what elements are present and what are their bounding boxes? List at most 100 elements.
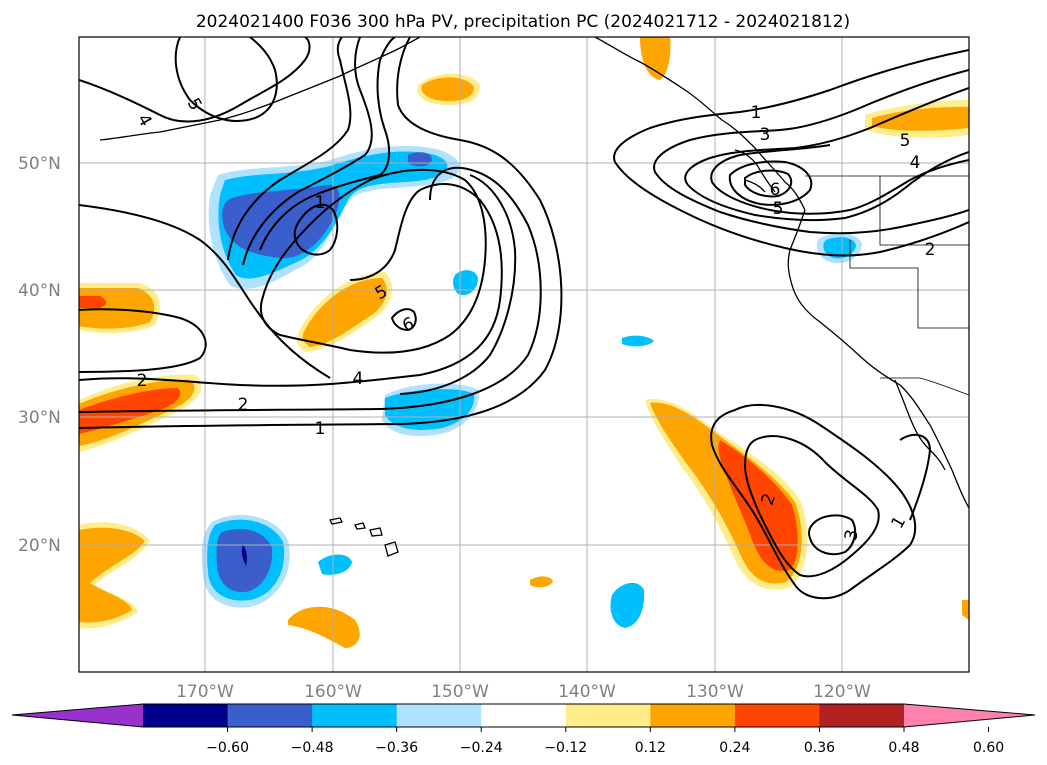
colorbar-segment	[481, 704, 567, 727]
contour-label-2-west: 2	[137, 371, 148, 391]
contour-label-2-east: 2	[925, 240, 936, 260]
contour-3-nw	[259, 37, 396, 251]
colorbar-outline	[11, 703, 1036, 728]
lat-label-40n: 40°N	[18, 281, 61, 301]
border-states-2	[849, 240, 969, 329]
contour-2-central	[79, 166, 542, 413]
contour-1-east	[613, 49, 969, 257]
contour-label-2-south: 2	[238, 395, 249, 415]
contour-1-nw-outer	[227, 37, 352, 261]
colorbar-segment	[650, 704, 736, 727]
lat-label-50n: 50°N	[18, 154, 61, 174]
map-panel: 1 1 1 1 2 2 2 2 3 3 4 4 4 5 5 5 5 6 6	[18, 36, 970, 702]
colorbar-tick-label: 0.48	[888, 740, 919, 756]
contour-3-east	[684, 87, 969, 222]
border-us-mexico	[880, 377, 969, 396]
lat-label-30n: 30°N	[18, 408, 61, 428]
lon-label-140w: 140°W	[558, 682, 616, 702]
positive-anomaly-central-core	[302, 278, 387, 347]
contour-label-3-southeast: 3	[841, 528, 863, 542]
contour-label-6-east: 6	[770, 180, 781, 200]
negative-anomaly-sw-max	[241, 545, 247, 566]
positive-anomaly-small-2	[530, 576, 553, 588]
colorbar: −0.60 −0.48 −0.36 −0.24 −0.12 0.12 0.24 0.36 0.4…	[11, 703, 1036, 756]
pv-contours	[79, 37, 969, 600]
contour-6-central	[390, 308, 417, 332]
contour-label-4-south: 4	[353, 369, 364, 389]
contour-2-east	[653, 69, 969, 235]
negative-anomaly-small-1	[453, 270, 478, 296]
colorbar-extend-right	[904, 704, 1035, 727]
coastline-us-west	[787, 209, 969, 509]
colorbar-ticks: −0.60 −0.48 −0.36 −0.24 −0.12 0.12 0.24 0.36 0.4…	[206, 727, 1004, 756]
colorbar-segment	[312, 704, 398, 727]
contour-3-central	[399, 174, 517, 395]
colorbar-tick-label: 0.36	[804, 740, 835, 756]
border-states-1	[879, 176, 969, 246]
negative-anomaly-small-5	[610, 582, 645, 628]
positive-anomaly-alaska	[640, 37, 671, 80]
lon-label-130w: 130°W	[686, 682, 744, 702]
contour-1-nw-small	[293, 203, 339, 256]
contour-label-3-east: 3	[760, 125, 771, 145]
negative-anomaly-small-3	[622, 335, 654, 347]
colorbar-tick-label: −0.12	[544, 740, 587, 756]
colorbar-tick-label: 0.12	[635, 740, 666, 756]
contour-5-nw	[174, 37, 278, 122]
contour-4-central	[79, 183, 503, 387]
figure-title: 2024021400 F036 300 hPa PV, precipitatio…	[196, 12, 850, 32]
lon-label-150w: 150°W	[431, 682, 489, 702]
latitude-labels: 50°N 40°N 30°N 20°N	[18, 154, 61, 556]
contour-6-east	[744, 169, 793, 198]
colorbar-tick-label: 0.60	[973, 740, 1004, 756]
contour-3-southeast	[808, 514, 857, 556]
borders	[805, 175, 969, 396]
colorbar-tick-label: −0.48	[291, 740, 334, 756]
positive-anomaly-bc-core	[872, 106, 969, 131]
positive-anomaly-small-1	[288, 606, 360, 648]
colorbar-tick-label: 0.24	[719, 740, 750, 756]
colorbar-segment	[227, 704, 313, 727]
positive-anomaly-west-40n-max	[79, 296, 106, 308]
longitude-labels: 170°W 160°W 150°W 140°W 130°W 120°W	[176, 682, 871, 702]
negative-anomaly-small-2-core	[823, 237, 856, 259]
contour-label-5-bc: 5	[900, 131, 911, 151]
contour-4-west	[79, 204, 331, 379]
positive-anomaly-west-20n-core	[79, 527, 145, 623]
colorbar-segment	[565, 704, 651, 727]
positive-anomaly-west-40n-core	[79, 288, 155, 329]
contour-2-west	[79, 308, 207, 373]
lat-label-20n: 20°N	[18, 536, 61, 556]
colorbar-tick-label: −0.24	[460, 740, 503, 756]
contour-1-west	[79, 37, 311, 123]
contour-label-1-east: 1	[751, 103, 762, 123]
lon-label-170w: 170°W	[176, 682, 234, 702]
coastline-alaska-gulf	[594, 37, 806, 211]
lon-label-120w: 120°W	[813, 682, 871, 702]
contour-1-southeast	[710, 404, 917, 600]
contour-label-5-east: 5	[773, 199, 784, 219]
colorbar-tick-label: −0.36	[375, 740, 418, 756]
colorbar-tick-label: −0.60	[206, 740, 249, 756]
contour-label-4-east: 4	[910, 153, 921, 173]
negative-anomaly-small-4	[318, 554, 352, 575]
contour-2-southeast	[743, 435, 880, 578]
colorbar-segment	[734, 704, 820, 727]
contour-5-east	[728, 160, 813, 206]
contour-4-east	[710, 144, 969, 215]
contour-label-1-nw: 1	[315, 193, 326, 213]
contour-1-central	[79, 37, 563, 429]
positive-anomaly-southeast-max	[718, 440, 798, 571]
negative-anomaly-nw-dot	[408, 152, 432, 167]
contour-2-nw	[242, 37, 373, 266]
positive-anomaly-far-east	[962, 600, 969, 620]
colorbar-extend-left	[12, 704, 143, 727]
contour-1-southeast-loop	[899, 433, 932, 521]
lon-label-160w: 160°W	[304, 682, 362, 702]
map-frame	[78, 36, 970, 673]
colorbar-segments	[143, 704, 905, 727]
colorbar-segment	[143, 704, 229, 727]
coastline-bc-islands	[734, 149, 776, 193]
colorbar-segment	[396, 704, 482, 727]
